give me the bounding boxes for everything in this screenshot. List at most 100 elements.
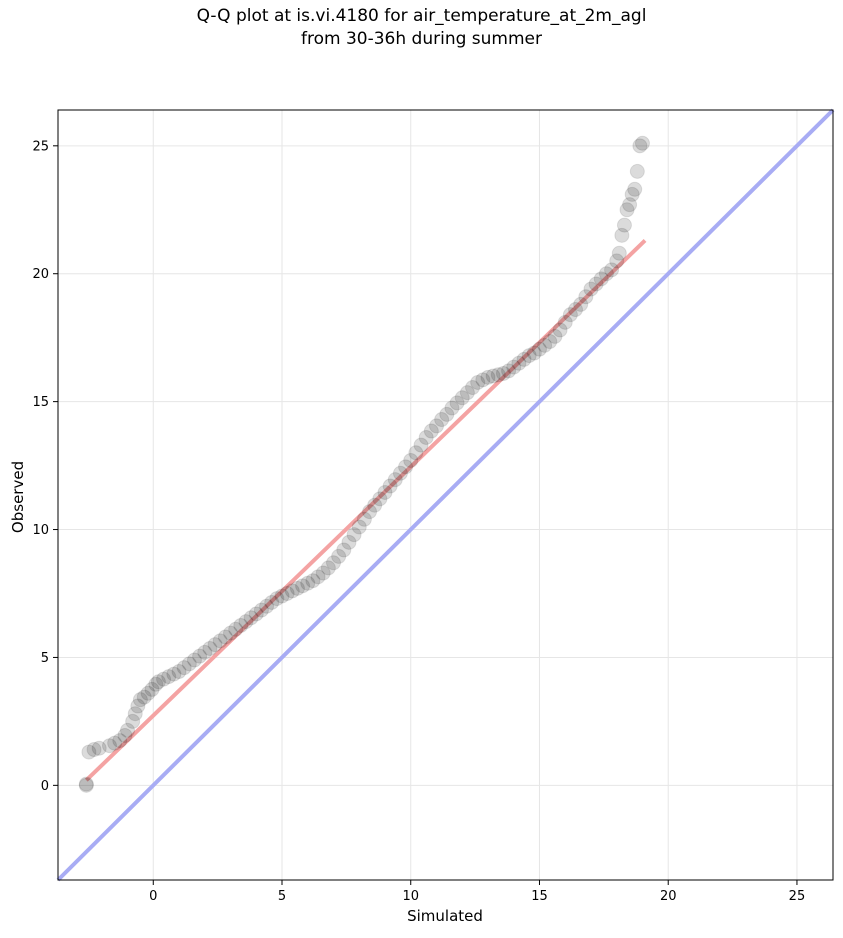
quantile-point bbox=[495, 365, 511, 381]
quantile-point bbox=[264, 594, 280, 610]
y-tick-label: 5 bbox=[41, 651, 49, 666]
quantile-point bbox=[629, 163, 645, 179]
quantile-point bbox=[573, 296, 589, 312]
y-tick-label: 0 bbox=[41, 779, 49, 794]
y-tick-label: 15 bbox=[32, 395, 49, 410]
chart-title: Q-Q plot at is.vi.4180 for air_temperatu… bbox=[196, 6, 647, 26]
y-tick-label: 25 bbox=[32, 139, 49, 154]
quantile-point bbox=[233, 617, 249, 633]
quantile-point bbox=[632, 138, 648, 154]
quantile-point bbox=[238, 614, 254, 630]
quantile-point bbox=[475, 372, 491, 388]
quantile-point bbox=[295, 578, 311, 594]
quantile-point bbox=[588, 276, 604, 292]
quantile-point bbox=[150, 674, 166, 690]
identity-line bbox=[56, 108, 835, 882]
quantile-point bbox=[547, 328, 563, 344]
plot-frame bbox=[57, 109, 834, 881]
quantile-point bbox=[614, 227, 630, 243]
quantile-point bbox=[197, 644, 213, 660]
quantile-points bbox=[78, 135, 650, 793]
x-tick-label: 10 bbox=[402, 889, 419, 904]
quantile-point bbox=[465, 380, 481, 396]
x-axis-ticks: 0 5 10 15 20 25 bbox=[149, 880, 805, 904]
quantile-point bbox=[367, 497, 383, 513]
quantile-point bbox=[243, 610, 259, 626]
identity-line-layer bbox=[56, 108, 835, 882]
quantile-point bbox=[300, 575, 316, 591]
x-axis-label: Simulated bbox=[407, 907, 483, 925]
quantile-point bbox=[127, 706, 143, 722]
quantile-point bbox=[356, 511, 372, 527]
y-axis-label: Observed bbox=[9, 461, 27, 533]
quantile-point bbox=[413, 437, 429, 453]
quantile-point bbox=[181, 656, 197, 672]
quantile-point bbox=[578, 289, 594, 305]
quantile-point bbox=[132, 692, 148, 708]
quantile-point bbox=[598, 266, 614, 282]
quantile-point bbox=[117, 727, 133, 743]
quantile-point bbox=[423, 423, 439, 439]
quantile-point bbox=[470, 374, 486, 390]
quantile-point bbox=[125, 713, 141, 729]
quantile-point bbox=[418, 429, 434, 445]
quantile-point bbox=[78, 777, 94, 793]
quantile-point bbox=[568, 302, 584, 318]
quantile-point bbox=[223, 625, 239, 641]
quantile-point bbox=[557, 314, 573, 330]
quantile-point bbox=[228, 621, 244, 637]
quantile-point bbox=[279, 585, 295, 601]
quantile-point bbox=[320, 560, 336, 576]
quantile-point bbox=[81, 744, 97, 760]
quantile-point bbox=[392, 465, 408, 481]
x-tick-label: 25 bbox=[789, 889, 806, 904]
quantile-point bbox=[101, 738, 117, 754]
y-axis-ticks: 0 5 10 15 20 25 bbox=[32, 139, 58, 794]
quantile-point bbox=[562, 307, 578, 323]
quantile-point bbox=[91, 740, 107, 756]
quantile-point bbox=[501, 363, 517, 379]
quantile-point bbox=[259, 598, 275, 614]
quantile-point bbox=[377, 484, 393, 500]
quantile-point bbox=[140, 685, 156, 701]
quantile-point bbox=[403, 452, 419, 468]
grid bbox=[58, 110, 833, 880]
quantile-point bbox=[485, 368, 501, 384]
quantile-point bbox=[284, 583, 300, 599]
quantile-point bbox=[305, 573, 321, 589]
x-tick-label: 5 bbox=[278, 889, 286, 904]
quantile-point bbox=[136, 689, 152, 705]
quantile-point bbox=[336, 542, 352, 558]
quantile-point bbox=[439, 406, 455, 422]
quantile-point bbox=[253, 602, 269, 618]
quantile-point bbox=[274, 588, 290, 604]
quantile-point bbox=[166, 666, 182, 682]
quantile-point bbox=[531, 341, 547, 357]
quantile-point bbox=[86, 742, 102, 758]
quantile-point bbox=[583, 281, 599, 297]
quantile-point bbox=[428, 418, 444, 434]
fit-line bbox=[84, 239, 647, 782]
quantile-point bbox=[459, 385, 475, 401]
quantile-point bbox=[130, 698, 146, 714]
quantile-point bbox=[516, 351, 532, 367]
quantile-point bbox=[521, 348, 537, 364]
quantile-point bbox=[248, 606, 264, 622]
x-tick-label: 15 bbox=[531, 889, 548, 904]
quantile-point bbox=[186, 652, 202, 668]
quantile-point bbox=[552, 322, 568, 338]
quantile-point bbox=[634, 135, 650, 151]
quantile-point bbox=[289, 580, 305, 596]
quantile-point bbox=[161, 669, 177, 685]
quantile-point bbox=[78, 776, 94, 792]
quantile-point bbox=[192, 648, 208, 664]
y-tick-label: 20 bbox=[32, 267, 49, 282]
quantile-point bbox=[398, 459, 414, 475]
quantile-point bbox=[362, 504, 378, 520]
quantile-point bbox=[387, 472, 403, 488]
quantile-point bbox=[627, 181, 643, 197]
quantile-point bbox=[207, 637, 223, 653]
quantile-point bbox=[542, 334, 558, 350]
quantile-point bbox=[537, 337, 553, 353]
